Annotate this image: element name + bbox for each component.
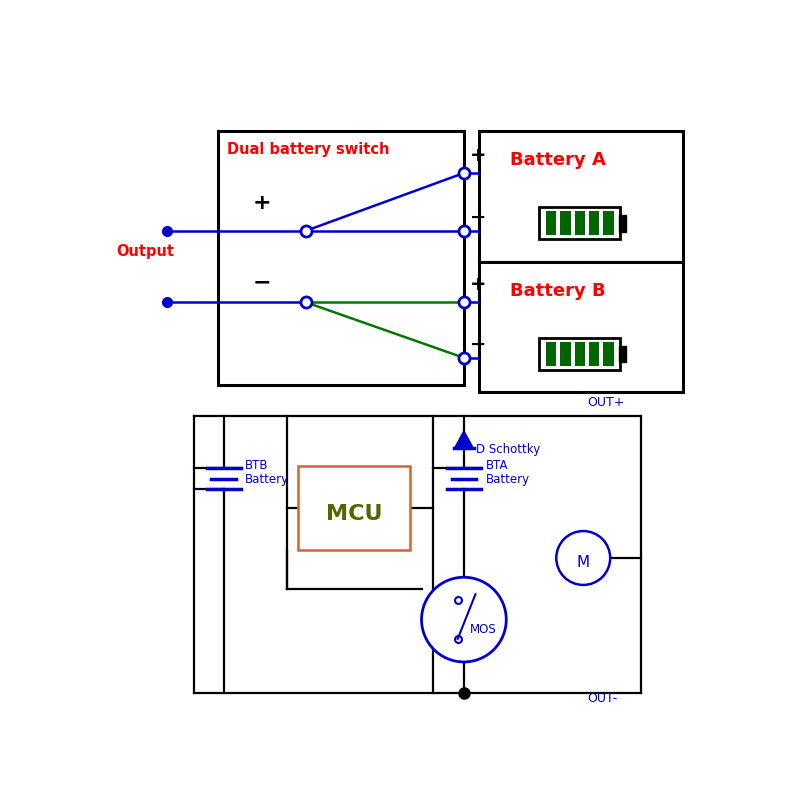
Bar <box>603 210 614 235</box>
Text: MOS: MOS <box>470 623 497 637</box>
Bar <box>574 210 585 235</box>
Bar <box>560 210 570 235</box>
Text: Battery: Battery <box>246 473 290 486</box>
Polygon shape <box>454 431 473 448</box>
Circle shape <box>422 578 506 662</box>
Text: −: − <box>470 208 486 227</box>
Circle shape <box>556 531 610 585</box>
Text: MCU: MCU <box>326 504 382 524</box>
Bar <box>539 207 620 239</box>
Bar <box>298 466 410 550</box>
Bar <box>574 342 585 366</box>
Bar <box>539 338 620 370</box>
Bar <box>603 342 614 366</box>
Bar <box>589 210 599 235</box>
Bar <box>218 130 464 385</box>
Text: D Schottky: D Schottky <box>476 442 541 455</box>
Bar <box>589 342 599 366</box>
Text: Battery A: Battery A <box>510 151 606 170</box>
Text: Battery B: Battery B <box>510 282 606 300</box>
Bar <box>619 346 626 362</box>
Bar <box>546 210 556 235</box>
Text: Battery: Battery <box>486 473 530 486</box>
Bar <box>479 262 683 393</box>
Bar <box>546 342 556 366</box>
Text: −: − <box>470 335 486 354</box>
Bar <box>560 342 570 366</box>
Text: OUT+: OUT+ <box>587 396 625 410</box>
Text: OUT-: OUT- <box>587 692 618 705</box>
Text: +: + <box>470 146 486 165</box>
Bar <box>479 130 683 262</box>
Text: M: M <box>577 555 590 570</box>
Text: Dual battery switch: Dual battery switch <box>226 142 390 157</box>
Text: +: + <box>253 193 271 213</box>
Text: BTB: BTB <box>246 459 269 473</box>
Text: −: − <box>253 273 271 293</box>
Bar <box>619 215 626 231</box>
Text: +: + <box>470 275 486 294</box>
Text: Output: Output <box>116 244 174 259</box>
Text: BTA: BTA <box>486 459 508 473</box>
